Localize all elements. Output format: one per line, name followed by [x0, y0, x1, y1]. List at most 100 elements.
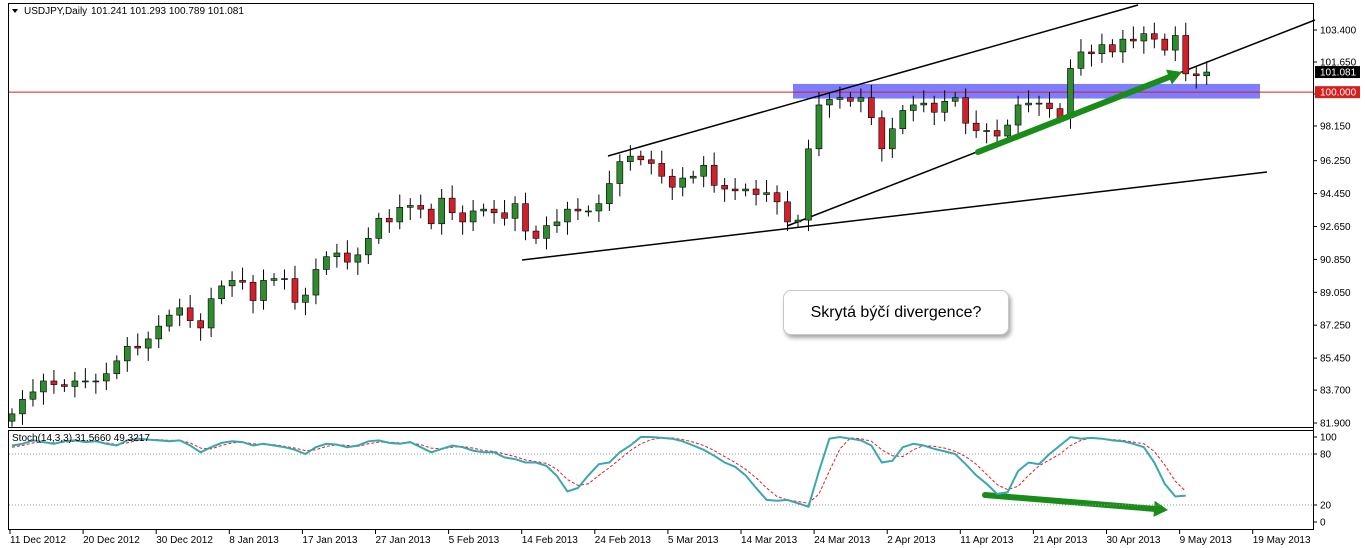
resistance-zone	[793, 83, 1260, 99]
candle	[1025, 90, 1032, 113]
price-tick-label: 90.850	[1320, 255, 1351, 266]
candle	[501, 199, 508, 226]
candle	[50, 369, 58, 394]
candle	[375, 212, 383, 244]
level-badge-label: 100.000	[1320, 88, 1357, 99]
candle	[731, 178, 739, 200]
stoch-tick-label: 100	[1320, 433, 1337, 444]
candle	[1077, 39, 1085, 76]
candle	[1151, 22, 1158, 49]
candle	[396, 194, 404, 230]
price-tick-label: 85.450	[1320, 354, 1351, 365]
candle	[134, 333, 142, 356]
candlestick-series	[8, 22, 1211, 427]
candle	[427, 203, 435, 230]
candle	[385, 209, 393, 233]
candle	[868, 84, 875, 126]
candle	[941, 90, 949, 122]
time-tick-label: 11 Dec 2012	[10, 535, 66, 546]
time-tick-label: 14 Mar 2013	[741, 535, 798, 546]
stoch-tick-label: 0	[1320, 518, 1326, 529]
time-tick-label: 11 Apr 2013	[960, 535, 1014, 546]
candle	[606, 170, 613, 211]
candle	[281, 269, 288, 290]
price-panel	[8, 3, 1314, 428]
time-tick-label: 21 Apr 2013	[1033, 535, 1087, 546]
candle	[103, 362, 110, 391]
candle	[763, 179, 770, 202]
price-tick-label: 101.650	[1320, 57, 1357, 68]
time-tick-label: 5 Feb 2013	[449, 535, 500, 546]
candle	[323, 251, 330, 275]
candle	[700, 156, 707, 188]
price-tick-label: 103.400	[1320, 26, 1357, 37]
time-axis: 11 Dec 2012 20 Dec 2012 30 Dec 2012 8 Jan 2…	[9, 530, 1311, 546]
candle	[186, 295, 194, 328]
candle	[61, 379, 68, 392]
candle	[1035, 95, 1043, 116]
candle	[543, 216, 550, 250]
candle	[679, 167, 687, 197]
time-tick-label: 9 May 2013	[1180, 535, 1233, 546]
candle	[983, 123, 990, 144]
candle	[972, 110, 980, 138]
stoch-signal-line	[11, 437, 1187, 504]
candle	[564, 201, 571, 235]
candle	[480, 203, 487, 217]
candle	[40, 373, 47, 405]
candle	[815, 92, 823, 157]
candle	[752, 179, 760, 206]
candle	[8, 408, 16, 427]
candle	[627, 145, 634, 171]
candle	[595, 194, 603, 222]
ohlc-values: 101.241 101.293 100.789 101.081	[91, 6, 244, 17]
candle	[92, 373, 100, 394]
time-tick-label: 24 Mar 2013	[814, 535, 871, 546]
candle	[805, 139, 812, 232]
candle	[920, 90, 928, 113]
candle	[826, 92, 833, 118]
candle	[522, 192, 529, 241]
stochastic-series: 100 80 20 0	[9, 433, 1337, 529]
candle	[878, 110, 886, 162]
price-tick-label: 89.050	[1320, 288, 1351, 299]
candle	[668, 168, 676, 200]
candle	[930, 95, 938, 126]
time-tick-label: 24 Feb 2013	[595, 535, 652, 546]
candle	[1046, 92, 1053, 118]
candle	[1119, 30, 1127, 63]
stoch-tick-label: 80	[1320, 450, 1332, 461]
candle	[1109, 39, 1116, 58]
candle	[553, 209, 561, 233]
candle	[459, 205, 466, 235]
candle	[302, 287, 309, 316]
candle	[113, 355, 121, 380]
dropdown-triangle-icon[interactable]	[12, 9, 18, 13]
candle	[532, 225, 540, 244]
candle	[1161, 33, 1169, 56]
candle	[155, 315, 163, 349]
candle	[71, 371, 79, 398]
time-tick-label: 27 Jan 2013	[376, 535, 431, 546]
candle	[1203, 61, 1211, 85]
price-tick-label: 96.250	[1320, 156, 1351, 167]
candle	[270, 273, 278, 286]
candle	[899, 104, 907, 135]
candle	[637, 150, 645, 166]
candle	[962, 88, 969, 135]
candle	[742, 183, 749, 197]
candle	[993, 119, 1001, 146]
level-badge	[1315, 86, 1360, 99]
candle	[29, 379, 37, 407]
candle	[406, 198, 414, 221]
candle	[1140, 26, 1148, 54]
candle	[197, 313, 204, 341]
price-tick-label: 98.150	[1320, 121, 1351, 132]
candle	[1088, 44, 1095, 67]
candle	[889, 117, 896, 158]
time-tick-label: 20 Dec 2012	[83, 535, 140, 546]
price-tick-label: 81.900	[1320, 419, 1351, 430]
price-divergence-arrow	[975, 69, 1182, 155]
candle	[616, 154, 624, 197]
stoch-main-line	[11, 435, 1186, 508]
